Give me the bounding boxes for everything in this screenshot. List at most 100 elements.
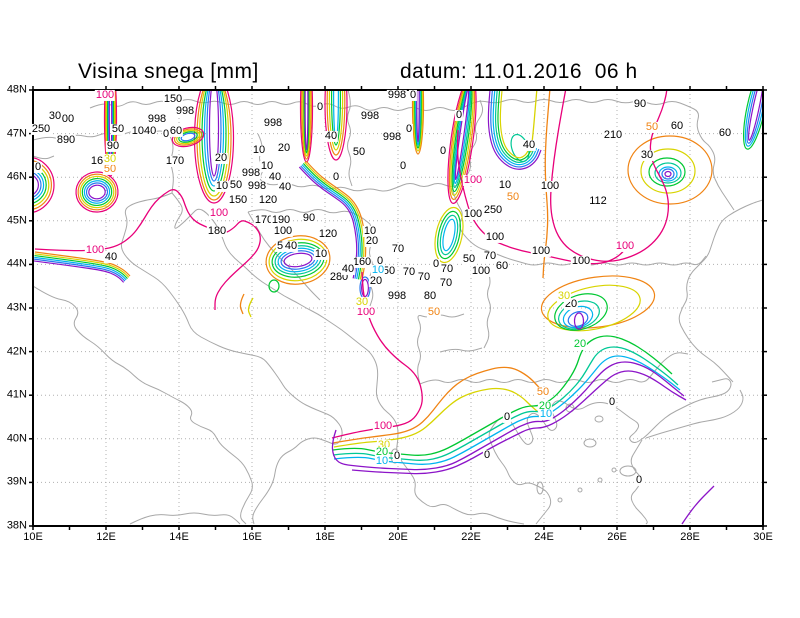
contour-label: 60 bbox=[494, 259, 510, 272]
chart-datetime: datum: 11.01.2016 06 h bbox=[400, 60, 638, 83]
lon-tick-label: 26E bbox=[607, 531, 627, 543]
contour-label: 0 bbox=[33, 160, 43, 173]
contour-label: 70 bbox=[390, 242, 406, 255]
contour-label: 170 bbox=[253, 213, 275, 226]
contour-label: 40 bbox=[283, 239, 299, 252]
lat-tick-label: 43N bbox=[6, 301, 27, 314]
contour-label: 50 bbox=[426, 305, 442, 318]
contour-label: 100 bbox=[355, 305, 377, 318]
contour-label: 100 bbox=[372, 419, 394, 432]
contour-label: 50 bbox=[535, 385, 551, 398]
contour-label: 160 bbox=[89, 154, 111, 167]
contour-label: 10 bbox=[313, 247, 329, 260]
contour-label: 210 bbox=[602, 128, 624, 141]
contour-label: 250 bbox=[482, 203, 504, 216]
lon-tick-label: 28E bbox=[680, 531, 700, 543]
contour-label: 998 bbox=[386, 88, 408, 101]
chart-title: Visina snega [mm] bbox=[78, 60, 259, 83]
contour-label: 20 bbox=[572, 337, 588, 350]
contour-label: 100 bbox=[94, 88, 116, 101]
contour-label: 1040 bbox=[130, 124, 158, 137]
lat-tick-label: 38N bbox=[6, 519, 27, 532]
contour-label: 50 bbox=[505, 190, 521, 203]
lat-tick-label: 47N bbox=[6, 127, 27, 140]
contour-label: 150 bbox=[227, 193, 249, 206]
contour-label: 30 bbox=[102, 152, 118, 165]
contour-label: 10 bbox=[214, 179, 230, 192]
contour-label: 10 bbox=[259, 159, 275, 172]
contour-label: 20 bbox=[374, 445, 390, 458]
contour-label: 112 bbox=[588, 194, 608, 207]
contour-label: 0 bbox=[375, 254, 385, 267]
contour-label: 40 bbox=[267, 170, 283, 183]
contour-label: 170 bbox=[164, 154, 186, 167]
contour-label: 80 bbox=[422, 289, 438, 302]
contour-label: 100 bbox=[530, 244, 552, 257]
lon-tick-label: 20E bbox=[388, 531, 408, 543]
lon-tick-label: 10E bbox=[23, 531, 43, 543]
contour-label: 100 bbox=[272, 224, 294, 237]
contour-label: 50 bbox=[381, 264, 397, 277]
contour-label: 0 bbox=[502, 410, 512, 423]
contour-label: 890 bbox=[55, 133, 77, 146]
contour-label: 50 bbox=[644, 120, 660, 133]
contour-label: 190 bbox=[270, 213, 292, 226]
contour-label: 100 bbox=[539, 179, 561, 192]
contour-label: 60 bbox=[717, 126, 733, 139]
lat-tick-label: 44N bbox=[6, 257, 27, 270]
contour-label: 998 bbox=[359, 109, 381, 122]
contour-label: 120 bbox=[257, 193, 279, 206]
lon-tick-label: 16E bbox=[242, 531, 262, 543]
lat-tick-label: 42N bbox=[6, 345, 27, 358]
contour-label: 20 bbox=[364, 234, 380, 247]
contour-label: 40 bbox=[103, 250, 119, 263]
contour-label: 30 bbox=[47, 109, 63, 122]
contour-label: 30 bbox=[639, 148, 655, 161]
contour-label: 0 bbox=[607, 395, 617, 408]
contour-label: 70 bbox=[439, 262, 455, 275]
contour-label: 60 bbox=[168, 124, 184, 137]
contour-label: 30 bbox=[354, 295, 370, 308]
contour-label: 100 bbox=[84, 243, 106, 256]
contour-label: 70 bbox=[438, 276, 454, 289]
contour-label: 0 bbox=[161, 127, 171, 140]
contour-label: 0 bbox=[482, 448, 492, 461]
lat-tick-label: 39N bbox=[6, 475, 27, 488]
contour-label: 00 bbox=[60, 112, 76, 125]
contour-label: 160 bbox=[351, 255, 373, 268]
contour-label: 50 bbox=[110, 122, 126, 135]
contour-label: 5 bbox=[275, 239, 285, 252]
contour-label: 998 bbox=[240, 166, 262, 179]
contour-label: 0 bbox=[315, 100, 325, 113]
lon-tick-label: 22E bbox=[461, 531, 481, 543]
contour-label: 0 bbox=[438, 144, 448, 157]
contour-label: 50 bbox=[228, 178, 244, 191]
contour-label: 20 bbox=[537, 399, 553, 412]
contour-label: 10 bbox=[538, 407, 554, 420]
contour-label: 40 bbox=[277, 180, 293, 193]
lon-tick-label: 24E bbox=[534, 531, 554, 543]
contour-label: 0 bbox=[454, 108, 464, 121]
lat-tick-label: 46N bbox=[6, 170, 27, 183]
contour-label: 0 bbox=[404, 122, 414, 135]
contour-label: 100 bbox=[462, 207, 484, 220]
contour-label: 998 bbox=[381, 130, 403, 143]
contour-label: 40 bbox=[340, 262, 356, 275]
contour-label: 998 bbox=[174, 104, 196, 117]
contour-label: 998 bbox=[262, 116, 284, 129]
contour-label: 998 bbox=[146, 112, 168, 125]
contour-label: 50 bbox=[351, 145, 367, 158]
contour-label: 0 bbox=[431, 257, 441, 270]
contour-label: 100 bbox=[614, 239, 636, 252]
contour-label: 150 bbox=[162, 92, 184, 105]
contour-label: 50 bbox=[461, 252, 477, 265]
lat-tick-label: 48N bbox=[6, 83, 27, 96]
contour-label: 10 bbox=[374, 454, 390, 467]
contour-label: 20 bbox=[213, 151, 229, 164]
contour-label: 998 bbox=[386, 289, 408, 302]
contour-label: 0 bbox=[331, 170, 341, 183]
contour-label: 10 bbox=[370, 263, 386, 276]
contour-label: 20 bbox=[368, 274, 384, 287]
contour-label: 90 bbox=[301, 211, 317, 224]
lat-tick-label: 41N bbox=[6, 388, 27, 401]
